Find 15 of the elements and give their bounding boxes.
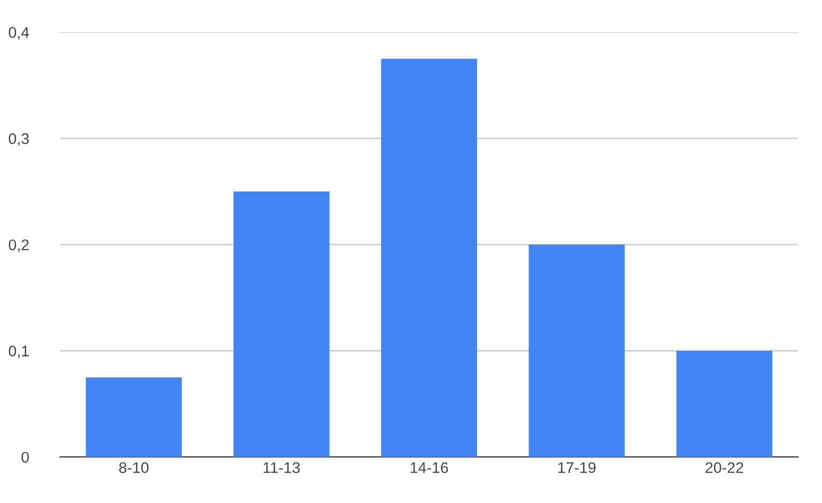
x-tick-label: 11-13 — [264, 462, 300, 474]
y-tick-label: 0,3 — [8, 133, 29, 146]
bar — [676, 350, 772, 457]
y-tick-label: 0,1 — [8, 346, 29, 358]
bar — [381, 58, 478, 457]
x-tick-label: 8-10 — [119, 462, 149, 474]
y-tick-label: 0 — [22, 452, 29, 463]
y-tick-label: 0,2 — [8, 239, 29, 252]
x-tick-label: 14-16 — [410, 462, 448, 474]
bar — [528, 244, 625, 457]
x-tick-label: 20-22 — [706, 462, 744, 474]
x-tick-label: 17-19 — [558, 462, 596, 474]
bar — [233, 191, 330, 457]
bar — [86, 377, 182, 457]
y-tick-label: 0,4 — [8, 27, 30, 40]
